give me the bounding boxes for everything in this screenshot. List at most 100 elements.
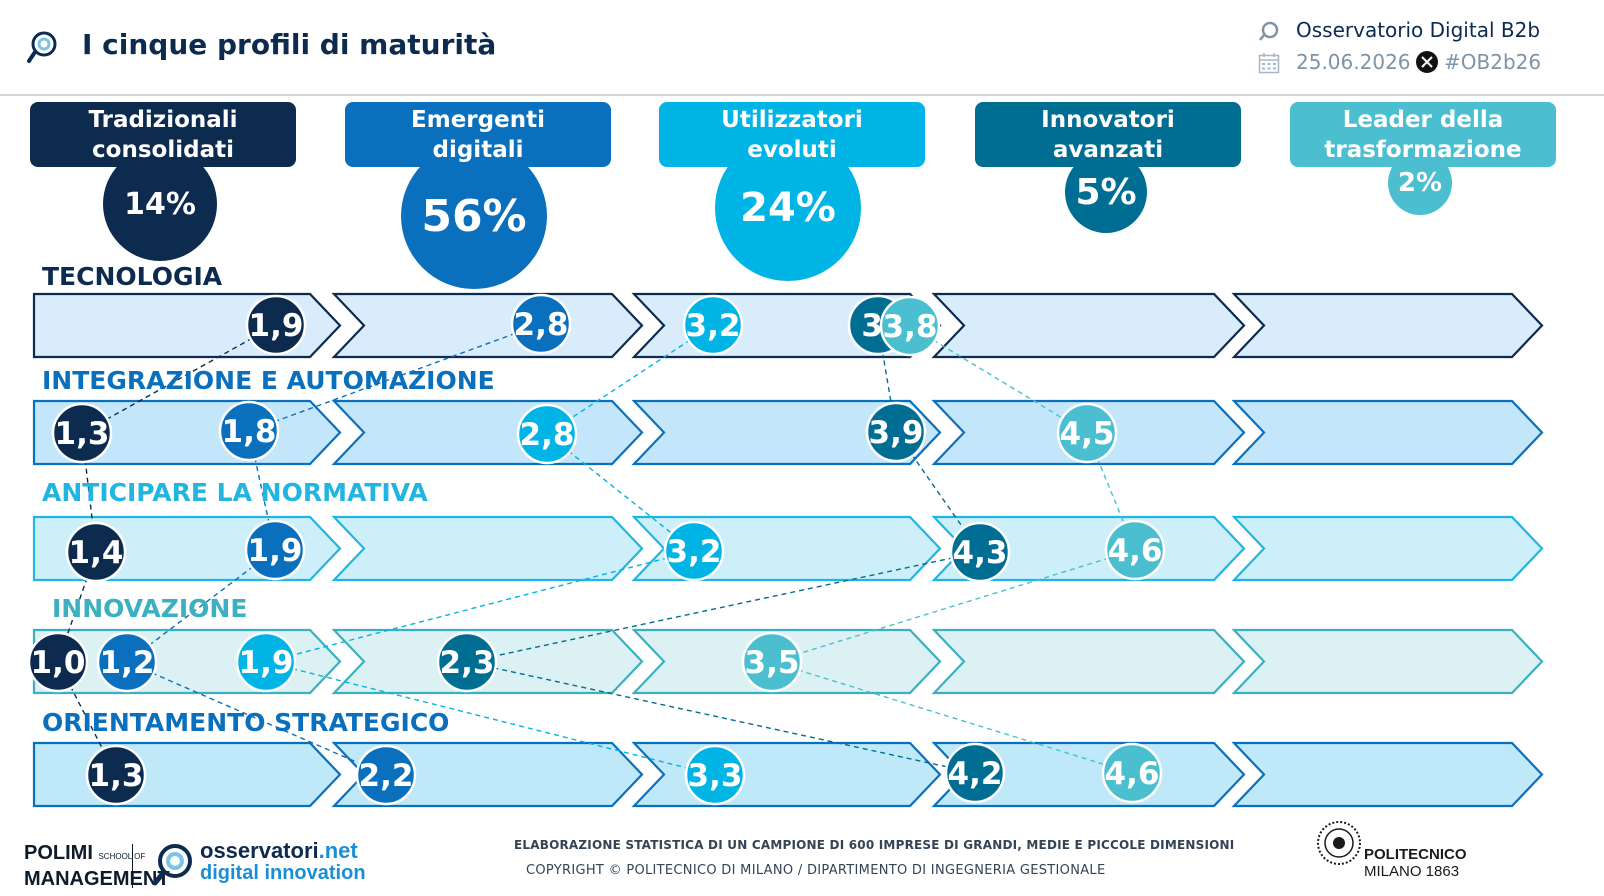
row-5-arrow-segment-1	[32, 741, 342, 808]
value-circle	[944, 742, 1006, 804]
value-circle	[85, 744, 147, 806]
row-1-arrow-segment-4	[931, 292, 1246, 359]
value-label: 3,2	[686, 308, 741, 344]
footer-copyright: COPYRIGHT © POLITECNICO DI MILANO / DIPA…	[526, 863, 1106, 878]
profile-name-line1: Leader della	[1342, 106, 1504, 133]
connector-profile-3-row-3	[265, 550, 695, 663]
value-marker-row-2-profile-1: 1,3	[51, 402, 113, 464]
value-marker-row-1-profile-3: 3,2	[682, 294, 744, 356]
profile-name-line2: avanzati	[1052, 136, 1164, 163]
footer-methodology-note: ELABORAZIONE STATISTICA DI UN CAMPIONE D…	[514, 838, 1235, 852]
logo-separator	[132, 844, 133, 888]
value-marker-row-5-profile-1: 1,3	[85, 744, 147, 806]
value-label: 2,8	[520, 417, 575, 453]
value-marker-row-3-profile-5: 4,6	[1104, 519, 1166, 581]
politecnico-logo: POLITECNICO MILANO 1863	[1364, 846, 1467, 880]
magnifier-chat-icon	[27, 31, 57, 63]
value-marker-row-1-profile-2: 2,8	[510, 293, 572, 355]
profile-header-5: Leader della trasformazione	[1290, 102, 1556, 167]
value-marker-row-2-profile-2: 1,8	[218, 400, 280, 462]
value-circle	[510, 293, 572, 355]
value-marker-row-2-profile-3: 2,8	[516, 403, 578, 465]
connector-profile-5-row-1	[909, 325, 1088, 434]
value-label: 2,8	[514, 307, 569, 343]
value-circle	[245, 294, 307, 356]
profile-name-line2: digitali	[432, 136, 524, 163]
value-label: 1,9	[248, 533, 303, 569]
value-marker-row-5-profile-5: 4,6	[1101, 742, 1163, 804]
profile-header-3: Utilizzatori evoluti	[659, 102, 925, 167]
connector-profile-4-row-4	[466, 661, 976, 774]
value-label: 2,2	[359, 758, 414, 794]
row-3-arrow-segment-5	[1231, 515, 1544, 582]
value-marker-row-4-profile-5: 3,5	[741, 631, 803, 693]
value-label: 1,9	[239, 645, 294, 681]
dimension-label-5: ORIENTAMENTO STRATEGICO	[42, 708, 450, 737]
dimension-label-4: INNOVAZIONE	[52, 594, 248, 623]
row-3-arrow-segment-2	[331, 515, 644, 582]
value-circle	[682, 294, 744, 356]
value-circle	[949, 521, 1011, 583]
value-label: 4,3	[953, 535, 1008, 571]
value-marker-row-4-profile-1: 1,0	[27, 631, 89, 693]
value-marker-row-5-profile-3: 3,3	[684, 744, 746, 806]
profile-header-2: Emergenti digitali	[345, 102, 611, 167]
value-label: 1,9	[249, 308, 304, 344]
profile-name-line2: consolidati	[92, 136, 234, 163]
value-label: 4,2	[948, 756, 1003, 792]
x-social-icon[interactable]	[1416, 51, 1438, 73]
value-circle	[51, 402, 113, 464]
value-label: 4,6	[1108, 533, 1163, 569]
value-marker-row-1-profile-5: 3,8	[879, 295, 941, 357]
polimi-logo: POLIMI SCHOOL OF MANAGEMENT	[24, 842, 170, 890]
value-label: 1,0	[31, 645, 86, 681]
value-circle	[865, 401, 927, 463]
value-label: 4,6	[1105, 756, 1160, 792]
profile-name-line1: Emergenti	[411, 106, 545, 133]
value-label: 2,3	[440, 645, 495, 681]
dimension-row-5	[32, 741, 1544, 808]
profile-name-line1: Innovatori	[1041, 106, 1175, 133]
chat-bubble-icon	[1259, 21, 1279, 41]
profile-name-line2: trasformazione	[1324, 136, 1522, 163]
connector-profile-4-row-2	[895, 431, 981, 553]
profile-name-line1: Utilizzatori	[721, 106, 863, 133]
calendar-icon	[1258, 53, 1280, 74]
event-date: 25.06.2026	[1296, 50, 1411, 74]
connector-profile-3-row-2	[546, 433, 695, 552]
value-label: 4,5	[1060, 416, 1115, 452]
profile-header-1: Tradizionali consolidati	[30, 102, 296, 167]
value-marker-row-3-profile-3: 3,2	[663, 520, 725, 582]
event-hashtag[interactable]: #OB2b26	[1444, 50, 1542, 74]
value-marker-row-5-profile-4: 4,2	[944, 742, 1006, 804]
connector-profile-2-row-3	[126, 549, 276, 663]
value-circle	[879, 295, 941, 357]
value-circle	[663, 520, 725, 582]
connector-profile-2-row-4	[126, 661, 387, 776]
connector-profile-2-row-1	[248, 323, 542, 432]
value-marker-row-2-profile-4: 3,9	[865, 401, 927, 463]
value-marker-row-3-profile-1: 1,4	[65, 521, 127, 583]
row-4-arrow-segment-4	[931, 628, 1246, 695]
page-title: I cinque profili di maturità	[82, 28, 497, 61]
value-label: 3,9	[869, 415, 924, 451]
row-4-arrow-segment-5	[1231, 628, 1544, 695]
value-marker-row-5-profile-2: 2,2	[355, 744, 417, 806]
value-circle	[27, 631, 89, 693]
row-2-arrow-segment-3	[631, 399, 942, 466]
value-circle	[741, 631, 803, 693]
connector-profile-4-row-3	[466, 551, 981, 663]
value-label: 1,2	[100, 645, 155, 681]
value-label: 1,4	[69, 535, 124, 571]
value-circle	[355, 744, 417, 806]
profile-name-line2: evoluti	[747, 136, 837, 163]
value-circle	[1104, 519, 1166, 581]
value-circle	[235, 631, 297, 693]
dimension-label-2: INTEGRAZIONE E AUTOMAZIONE	[42, 366, 495, 395]
value-marker-row-3-profile-4: 4,3	[949, 521, 1011, 583]
value-circle	[218, 400, 280, 462]
value-circle	[1101, 742, 1163, 804]
value-circle	[436, 631, 498, 693]
value-circle	[516, 403, 578, 465]
